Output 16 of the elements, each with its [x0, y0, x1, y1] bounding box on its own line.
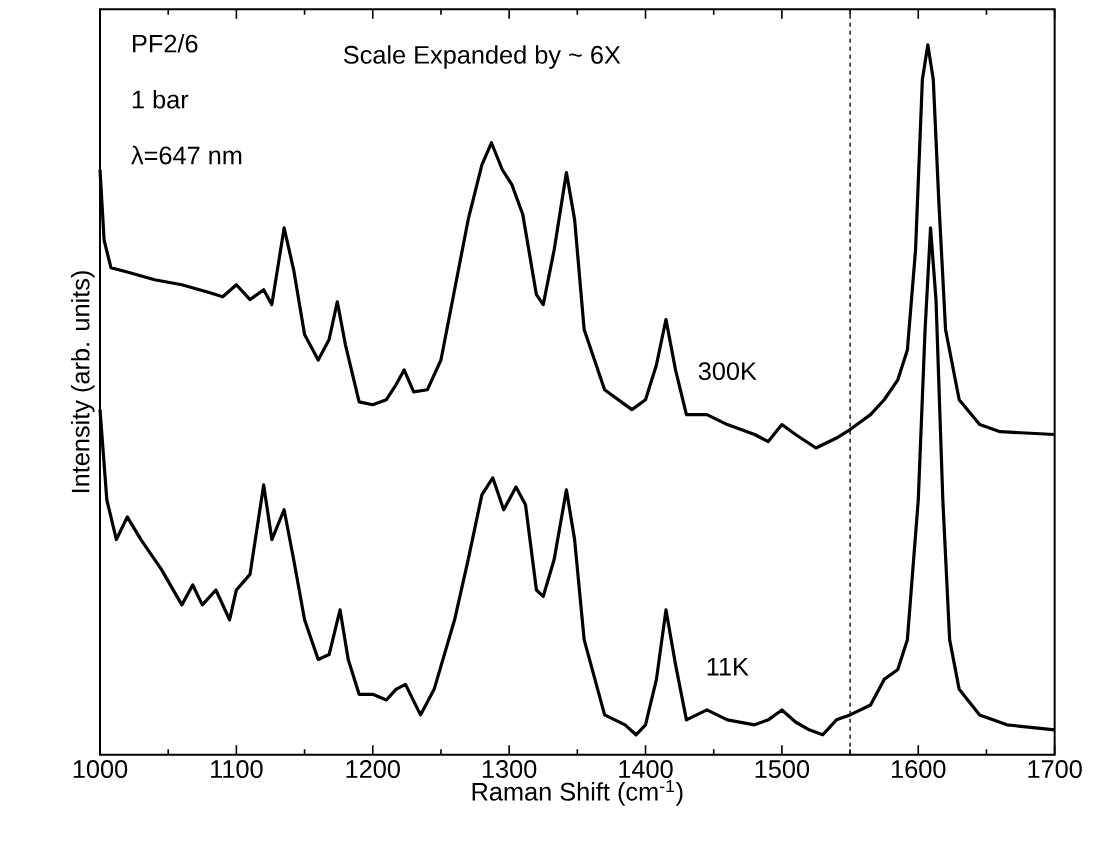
- x-tick-label: 1700: [1028, 759, 1082, 778]
- annotation: 1 bar: [132, 89, 189, 109]
- x-tick-label: 1300: [482, 759, 537, 778]
- x-tick-label: 1000: [73, 759, 128, 778]
- x-tick-label: 1100: [211, 759, 263, 778]
- x-tick-label: 1600: [892, 759, 946, 778]
- y-axis-title: Intensity (arb. units): [70, 271, 95, 492]
- x-tick-label: 1400: [619, 759, 673, 778]
- annotation: PF2/6: [133, 33, 198, 53]
- x-axis-title: Raman Shift (cm$^{-1}$): [472, 779, 683, 806]
- x-tick-label: 1500: [755, 759, 810, 778]
- x-tick-label: 1200: [346, 759, 400, 778]
- series-label: 11K: [707, 657, 749, 676]
- annotation: λ=647 nm: [131, 145, 242, 165]
- annotation: Scale Expanded by ~ 6X: [343, 45, 621, 69]
- series-label: 300K: [698, 362, 757, 380]
